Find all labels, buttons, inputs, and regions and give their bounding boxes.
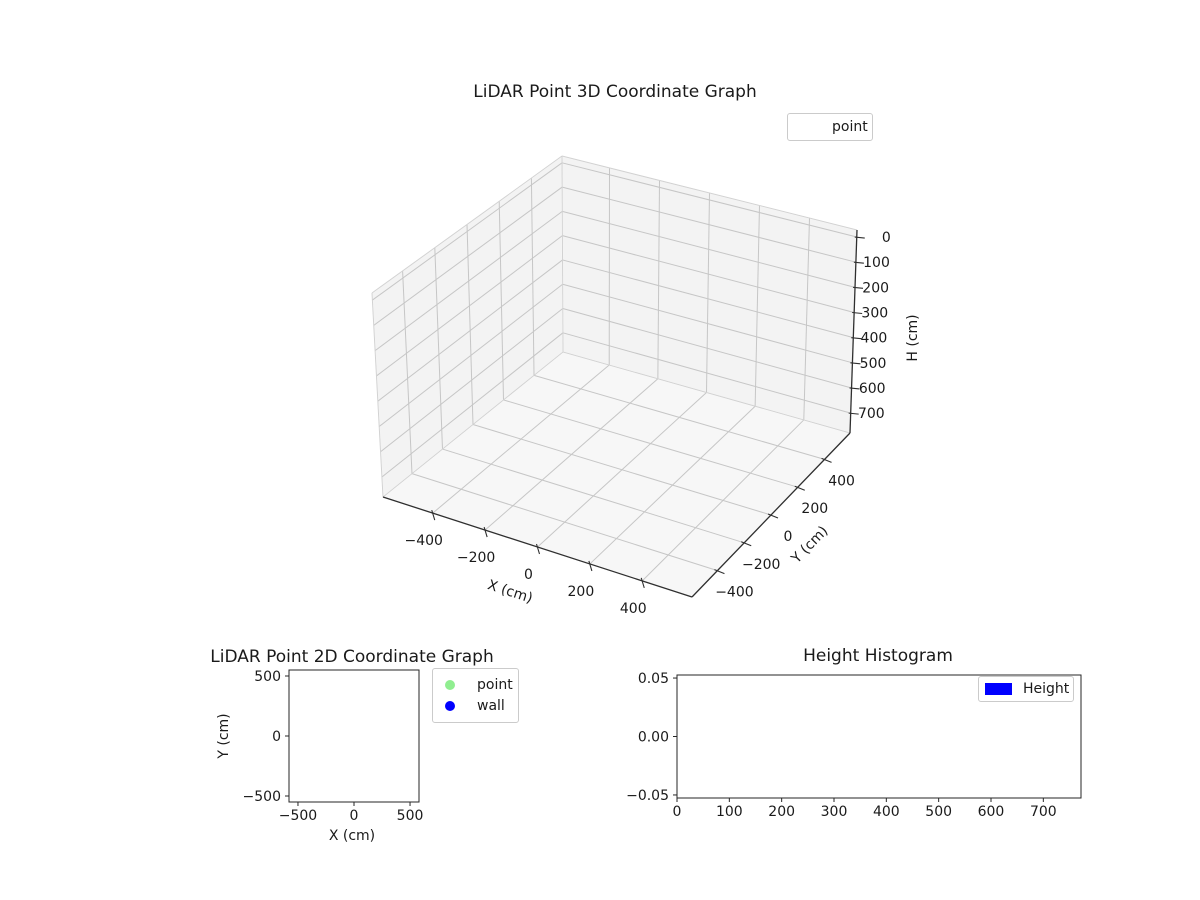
svg-text:0: 0: [272, 729, 281, 745]
svg-text:500: 500: [860, 356, 887, 372]
plot3d-pane-edges: [371, 155, 858, 498]
svg-text:0: 0: [882, 230, 891, 246]
svg-text:−500: −500: [243, 789, 281, 805]
svg-text:400: 400: [828, 473, 855, 489]
plot3d-gridlines: [372, 162, 857, 582]
histogram-tick-labels: 0 100 200 300 400 500 600 700 0.05 0.00 −0.05: [626, 671, 1057, 820]
svg-text:0: 0: [350, 808, 359, 824]
svg-text:200: 200: [768, 804, 795, 820]
svg-text:600: 600: [859, 381, 886, 397]
empty-marker-slot: [800, 122, 810, 132]
point-marker-icon: [445, 680, 455, 690]
plot2d-xaxis-label: X (cm): [328, 828, 376, 844]
svg-text:0: 0: [673, 804, 682, 820]
svg-text:−200: −200: [742, 557, 780, 573]
plot3d-xtick-labels: −400 −200 0 200 400: [405, 533, 647, 617]
plot2d-legend-label-wall: wall: [477, 698, 505, 714]
svg-text:0.05: 0.05: [638, 671, 669, 687]
svg-text:600: 600: [978, 804, 1005, 820]
histogram-legend-label: Height: [1023, 681, 1070, 697]
svg-text:200: 200: [801, 501, 828, 517]
svg-text:−200: −200: [457, 550, 495, 566]
svg-text:0: 0: [524, 567, 533, 583]
svg-text:400: 400: [861, 331, 888, 347]
svg-text:−500: −500: [279, 808, 317, 824]
plot2d-tick-labels: −500 0 500 500 0 −500: [243, 669, 424, 824]
plot3d-ztick-labels: 0 100 200 300 400 500 600 700: [858, 230, 891, 422]
svg-text:200: 200: [568, 584, 595, 600]
wall-marker-icon: [445, 701, 455, 711]
svg-text:500: 500: [397, 808, 424, 824]
plot3d-title: LiDAR Point 3D Coordinate Graph: [473, 82, 757, 102]
plot2d-yaxis-label: Y (cm): [216, 713, 232, 759]
plot3d-ticks: [431, 236, 865, 589]
histogram-legend: Height: [978, 676, 1074, 702]
svg-text:400: 400: [620, 601, 647, 617]
svg-text:300: 300: [861, 306, 888, 322]
svg-text:500: 500: [254, 669, 281, 685]
plot2d-title: LiDAR Point 2D Coordinate Graph: [210, 647, 494, 667]
plot2d-legend: point wall: [432, 668, 519, 723]
svg-text:−0.05: −0.05: [626, 788, 669, 804]
svg-text:−400: −400: [715, 585, 753, 601]
plot2d-legend-row-point: point: [433, 675, 518, 696]
svg-text:500: 500: [925, 804, 952, 820]
histogram-ticks: [673, 677, 1044, 802]
svg-text:400: 400: [873, 804, 900, 820]
plot2d-legend-row-wall: wall: [433, 696, 518, 717]
plot2d-axes: [288, 669, 420, 803]
svg-text:100: 100: [863, 255, 890, 271]
height-patch-icon: [985, 683, 1012, 695]
histogram-legend-row: Height: [979, 679, 1073, 700]
svg-text:0.00: 0.00: [638, 730, 669, 746]
svg-text:300: 300: [821, 804, 848, 820]
svg-text:−400: −400: [405, 533, 443, 549]
plot3d-zaxis-label: H (cm): [905, 314, 921, 362]
svg-text:700: 700: [858, 406, 885, 422]
plot2d-legend-label-point: point: [477, 677, 513, 693]
plot3d-legend-label: point: [832, 119, 868, 135]
plot3d-legend: point: [787, 113, 873, 141]
plot3d-legend-row: point: [788, 117, 872, 138]
svg-text:100: 100: [716, 804, 743, 820]
svg-text:200: 200: [862, 280, 889, 296]
histogram-title: Height Histogram: [803, 646, 953, 666]
svg-text:700: 700: [1030, 804, 1057, 820]
plot2d-ticks: [285, 675, 411, 806]
svg-text:0: 0: [784, 529, 793, 545]
